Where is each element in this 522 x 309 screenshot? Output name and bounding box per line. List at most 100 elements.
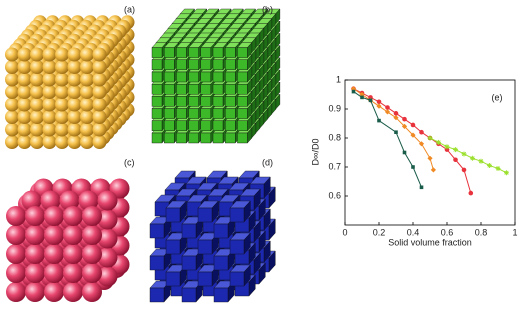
- sphere: [67, 97, 82, 112]
- sphere: [5, 135, 19, 149]
- marker: [436, 139, 441, 145]
- cube-front: [224, 132, 236, 144]
- sphere: [67, 122, 82, 137]
- cube-front: [212, 120, 224, 132]
- sphere: [44, 282, 64, 302]
- cube-front: [197, 239, 213, 255]
- cube-front: [151, 83, 163, 95]
- cube-front: [176, 59, 187, 70]
- sphere: [55, 72, 69, 87]
- cube-front: [181, 223, 197, 239]
- marker: [453, 147, 458, 153]
- marker: [453, 157, 458, 163]
- marker: [427, 135, 433, 141]
- cube-front: [149, 287, 165, 303]
- y-tick-label: 0.6: [328, 190, 341, 200]
- sphere: [6, 263, 26, 283]
- cube-front: [181, 287, 197, 303]
- marker: [411, 165, 415, 169]
- marker: [468, 190, 474, 196]
- sphere: [82, 263, 102, 283]
- sphere: [80, 122, 94, 137]
- cube-front: [163, 120, 175, 132]
- x-tick-label: 0.6: [441, 227, 454, 237]
- sphere: [6, 206, 26, 226]
- sphere: [67, 72, 82, 87]
- cube-front: [188, 120, 199, 132]
- cube-packing: [151, 8, 281, 144]
- panel-label: (b): [262, 4, 273, 14]
- cube-front: [224, 59, 236, 70]
- sphere: [6, 282, 26, 302]
- cube-front: [200, 47, 212, 58]
- sphere: [17, 110, 32, 124]
- sphere: [80, 97, 94, 112]
- cube-front: [197, 207, 213, 223]
- sphere: [6, 225, 26, 245]
- sphere: [30, 110, 44, 124]
- cube-front: [200, 132, 212, 144]
- cube-front: [151, 120, 163, 132]
- marker: [427, 155, 433, 161]
- sphere: [5, 60, 19, 74]
- cube-front: [163, 59, 175, 70]
- sphere: [80, 110, 94, 124]
- sphere: [55, 60, 69, 74]
- marker: [393, 115, 399, 121]
- cube-front: [212, 59, 224, 70]
- marker: [444, 144, 450, 150]
- series-line: [353, 88, 434, 171]
- cube-front: [163, 47, 175, 58]
- marker: [478, 158, 484, 164]
- cube-front: [224, 71, 236, 83]
- sphere: [42, 122, 57, 137]
- marker: [504, 170, 509, 176]
- x-tick-label: 0: [342, 227, 347, 237]
- cube-front: [188, 47, 199, 58]
- x-tick-label: 0.2: [373, 227, 386, 237]
- sphere: [78, 190, 99, 211]
- sphere: [44, 225, 64, 245]
- sphere: [80, 60, 94, 74]
- marker: [376, 99, 382, 105]
- sphere: [55, 135, 69, 149]
- sphere: [82, 244, 102, 264]
- cube-front: [237, 83, 248, 95]
- cube-front: [151, 96, 163, 107]
- cube-front: [237, 120, 248, 132]
- sphere: [82, 282, 102, 302]
- sphere: [67, 47, 82, 62]
- sphere: [25, 206, 45, 226]
- sphere: [25, 244, 45, 264]
- cube-front: [213, 255, 229, 271]
- cube-front: [200, 108, 212, 119]
- plot-frame: [344, 79, 516, 226]
- sphere: [17, 85, 32, 99]
- sphere: [55, 85, 69, 99]
- cube-front: [212, 83, 224, 95]
- sphere: [6, 244, 26, 264]
- sphere: [42, 135, 57, 149]
- cube-front: [176, 120, 187, 132]
- sphere: [17, 47, 32, 62]
- cube-front: [213, 223, 229, 239]
- x-axis-label: Solid volume fraction: [388, 237, 472, 247]
- cube-front: [224, 120, 236, 132]
- marker: [410, 122, 416, 128]
- cube-front: [229, 271, 245, 287]
- marker: [368, 98, 373, 103]
- sphere: [5, 72, 19, 87]
- sphere: [42, 72, 57, 87]
- cube-front: [213, 287, 229, 303]
- marker: [377, 118, 381, 123]
- sphere: [30, 97, 44, 112]
- series-line: [429, 137, 507, 174]
- x-tick-label: 1: [512, 227, 517, 237]
- sphere: [97, 209, 118, 230]
- sphere: [25, 225, 45, 245]
- cube-front: [212, 96, 224, 107]
- sphere: [5, 110, 19, 124]
- sphere: [97, 247, 118, 268]
- cube-front: [165, 207, 181, 223]
- marker: [461, 167, 467, 173]
